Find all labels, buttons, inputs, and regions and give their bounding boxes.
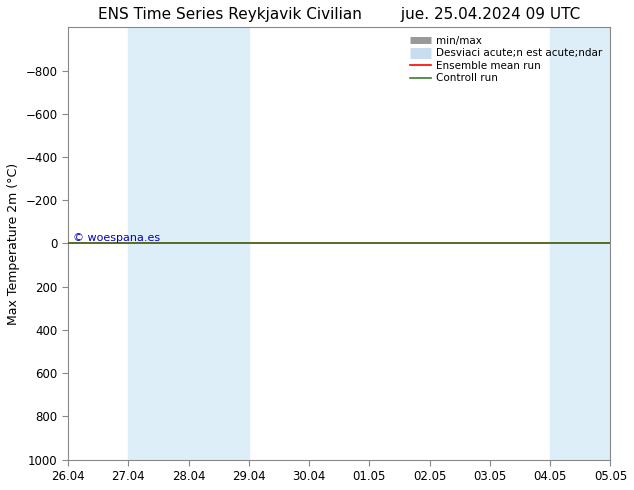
Text: © woespana.es: © woespana.es bbox=[74, 233, 160, 244]
Legend: min/max, Desviaci acute;n est acute;ndar, Ensemble mean run, Controll run: min/max, Desviaci acute;n est acute;ndar… bbox=[406, 32, 605, 87]
Y-axis label: Max Temperature 2m (°C): Max Temperature 2m (°C) bbox=[7, 162, 20, 324]
Bar bbox=[550, 27, 611, 460]
Title: ENS Time Series Reykjavik Civilian        jue. 25.04.2024 09 UTC: ENS Time Series Reykjavik Civilian jue. … bbox=[98, 7, 580, 22]
Bar bbox=[128, 27, 249, 460]
